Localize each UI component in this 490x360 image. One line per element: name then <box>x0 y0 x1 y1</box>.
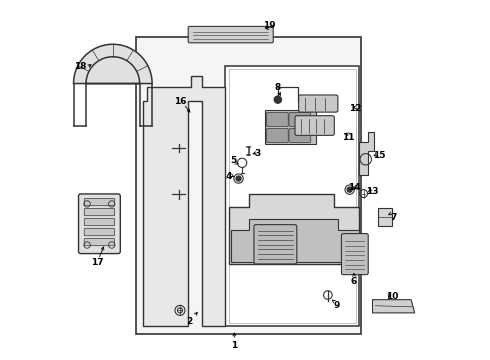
Circle shape <box>274 96 281 103</box>
Text: 12: 12 <box>349 104 361 113</box>
Polygon shape <box>143 76 225 327</box>
Text: 16: 16 <box>174 97 187 106</box>
Text: 3: 3 <box>254 149 261 158</box>
FancyBboxPatch shape <box>267 129 288 143</box>
Polygon shape <box>372 300 415 313</box>
FancyBboxPatch shape <box>298 95 338 112</box>
Bar <box>136 37 361 334</box>
Text: 17: 17 <box>92 258 104 267</box>
Polygon shape <box>225 66 359 327</box>
Text: 7: 7 <box>390 213 396 222</box>
Bar <box>265 111 317 144</box>
Polygon shape <box>229 194 359 264</box>
FancyBboxPatch shape <box>84 219 115 226</box>
FancyBboxPatch shape <box>295 116 334 135</box>
Polygon shape <box>74 44 152 84</box>
Text: 10: 10 <box>386 292 398 301</box>
FancyBboxPatch shape <box>78 194 121 253</box>
FancyBboxPatch shape <box>267 112 288 126</box>
Text: 19: 19 <box>263 21 275 30</box>
Text: 1: 1 <box>231 341 238 350</box>
FancyBboxPatch shape <box>188 26 273 43</box>
FancyBboxPatch shape <box>289 112 311 126</box>
Bar <box>378 208 392 226</box>
FancyBboxPatch shape <box>254 225 297 264</box>
Text: 13: 13 <box>366 187 378 196</box>
FancyBboxPatch shape <box>84 208 115 216</box>
Circle shape <box>236 176 241 181</box>
Text: 4: 4 <box>226 172 232 181</box>
Text: 9: 9 <box>334 301 340 310</box>
Text: 11: 11 <box>343 133 355 142</box>
Text: 15: 15 <box>373 151 385 160</box>
FancyBboxPatch shape <box>84 229 115 236</box>
FancyBboxPatch shape <box>342 234 368 275</box>
Text: 6: 6 <box>351 277 357 286</box>
Text: 14: 14 <box>348 183 361 192</box>
Polygon shape <box>231 219 359 262</box>
FancyBboxPatch shape <box>84 199 115 206</box>
Text: 2: 2 <box>187 316 193 325</box>
FancyBboxPatch shape <box>289 129 311 143</box>
FancyBboxPatch shape <box>84 239 115 246</box>
Text: 5: 5 <box>230 156 237 165</box>
Text: 18: 18 <box>74 62 87 71</box>
Text: 8: 8 <box>274 83 280 92</box>
Polygon shape <box>359 132 374 175</box>
Circle shape <box>347 187 352 192</box>
